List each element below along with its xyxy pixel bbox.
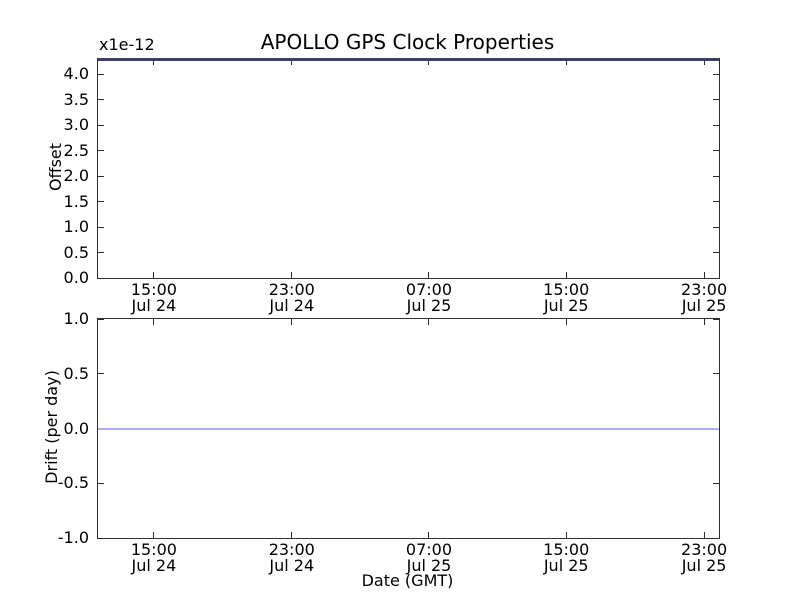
x-tick-label: 07:00 Jul 25 xyxy=(405,540,453,575)
y-tick-mark xyxy=(713,537,719,539)
y-tick-mark xyxy=(98,277,104,279)
x-tick-label: 23:00 Jul 25 xyxy=(681,280,728,315)
y-axis-label-offset: Offset xyxy=(46,142,65,192)
x-tick-label: 23:00 Jul 24 xyxy=(268,540,315,575)
x-tick-mark xyxy=(703,532,705,538)
y-tick-mark xyxy=(98,124,104,126)
plot-offset: 4.0 3.5 3.0 2.5 2.0 1.5 1.0 0.5 0.0 15:00 Jul 24 2… xyxy=(64,57,727,314)
y-axis-label-drift: Drift (per day) xyxy=(42,370,61,484)
y-tick-mark xyxy=(713,73,719,75)
data-line-drift xyxy=(98,427,719,430)
y-tick-label: -1.0 xyxy=(57,528,89,547)
y-tick-mark xyxy=(98,226,104,228)
x-tick-mark xyxy=(291,532,293,538)
x-tick-mark xyxy=(428,59,430,65)
y-tick-mark xyxy=(98,318,104,320)
x-tick-mark xyxy=(428,272,430,278)
y-tick-mark xyxy=(98,150,104,152)
x-tick-mark xyxy=(153,532,155,538)
plot-drift: 1.0 0.5 0.0 -0.5 -1.0 15:00 Jul 24 23:00 Jul 2… xyxy=(58,311,727,574)
y-tick-mark xyxy=(713,277,719,279)
y-tick-mark xyxy=(98,252,104,254)
y-tick-label: 1.5 xyxy=(63,191,89,211)
y-tick-mark xyxy=(713,150,719,152)
y-tick-label: 3.5 xyxy=(63,89,89,109)
x-tick-label: 15:00 Jul 24 xyxy=(130,280,177,315)
x-tick-mark xyxy=(153,272,155,278)
x-tick-label: 15:00 Jul 25 xyxy=(543,280,590,315)
y-tick-label: 1.0 xyxy=(63,217,89,237)
x-tick-mark xyxy=(703,272,705,278)
x-axis-label: Date (GMT) xyxy=(361,571,454,590)
y-tick-mark xyxy=(713,201,719,203)
x-tick-mark xyxy=(153,59,155,65)
x-tick-label: 07:00 Jul 25 xyxy=(405,280,453,315)
x-tick-mark xyxy=(428,319,430,325)
y-tick-mark xyxy=(713,99,719,101)
x-tick-label: 23:00 Jul 25 xyxy=(681,540,728,575)
x-tick-label: 23:00 Jul 24 xyxy=(268,280,315,315)
y-tick-mark xyxy=(713,175,719,177)
y-tick-label: 1.0 xyxy=(63,309,89,328)
y-tick-mark xyxy=(98,482,104,484)
y-tick-mark xyxy=(713,482,719,484)
x-tick-mark xyxy=(291,272,293,278)
data-line-offset xyxy=(98,57,719,61)
y-tick-mark xyxy=(98,373,104,375)
y-tick-mark xyxy=(713,318,719,320)
x-tick-mark xyxy=(703,319,705,325)
y-tick-label: -0.5 xyxy=(57,473,89,493)
y-tick-mark xyxy=(713,373,719,375)
x-tick-mark xyxy=(565,272,567,278)
y-tick-label: 0.5 xyxy=(63,242,89,262)
y-tick-label: 0.5 xyxy=(63,363,89,383)
y-tick-mark xyxy=(98,99,104,101)
y-tick-mark xyxy=(713,226,719,228)
x-tick-mark xyxy=(153,319,155,325)
x-tick-mark xyxy=(291,59,293,65)
x-tick-mark xyxy=(291,319,293,325)
x-tick-label: 15:00 Jul 25 xyxy=(543,540,590,575)
y-tick-mark xyxy=(713,124,719,126)
x-tick-mark xyxy=(703,59,705,65)
x-tick-mark xyxy=(428,532,430,538)
y-tick-label: 2.5 xyxy=(63,140,89,160)
y-tick-mark xyxy=(713,252,719,254)
y-tick-label: 3.0 xyxy=(63,115,89,135)
x-tick-mark xyxy=(565,319,567,325)
y-tick-mark xyxy=(98,537,104,539)
figure-title: APOLLO GPS Clock Properties xyxy=(260,30,555,54)
y-tick-label: 0.0 xyxy=(63,268,89,287)
y-tick-label: 0.0 xyxy=(63,418,89,438)
y-tick-label: 4.0 xyxy=(63,64,89,84)
y-tick-mark xyxy=(98,175,104,177)
x-tick-mark xyxy=(565,532,567,538)
y-tick-label: 2.0 xyxy=(63,166,89,186)
y-scale-multiplier-label: x1e-12 xyxy=(99,35,155,54)
x-tick-mark xyxy=(565,59,567,65)
y-tick-mark xyxy=(98,201,104,203)
x-tick-label: 15:00 Jul 24 xyxy=(130,540,177,575)
y-tick-mark xyxy=(98,73,104,75)
